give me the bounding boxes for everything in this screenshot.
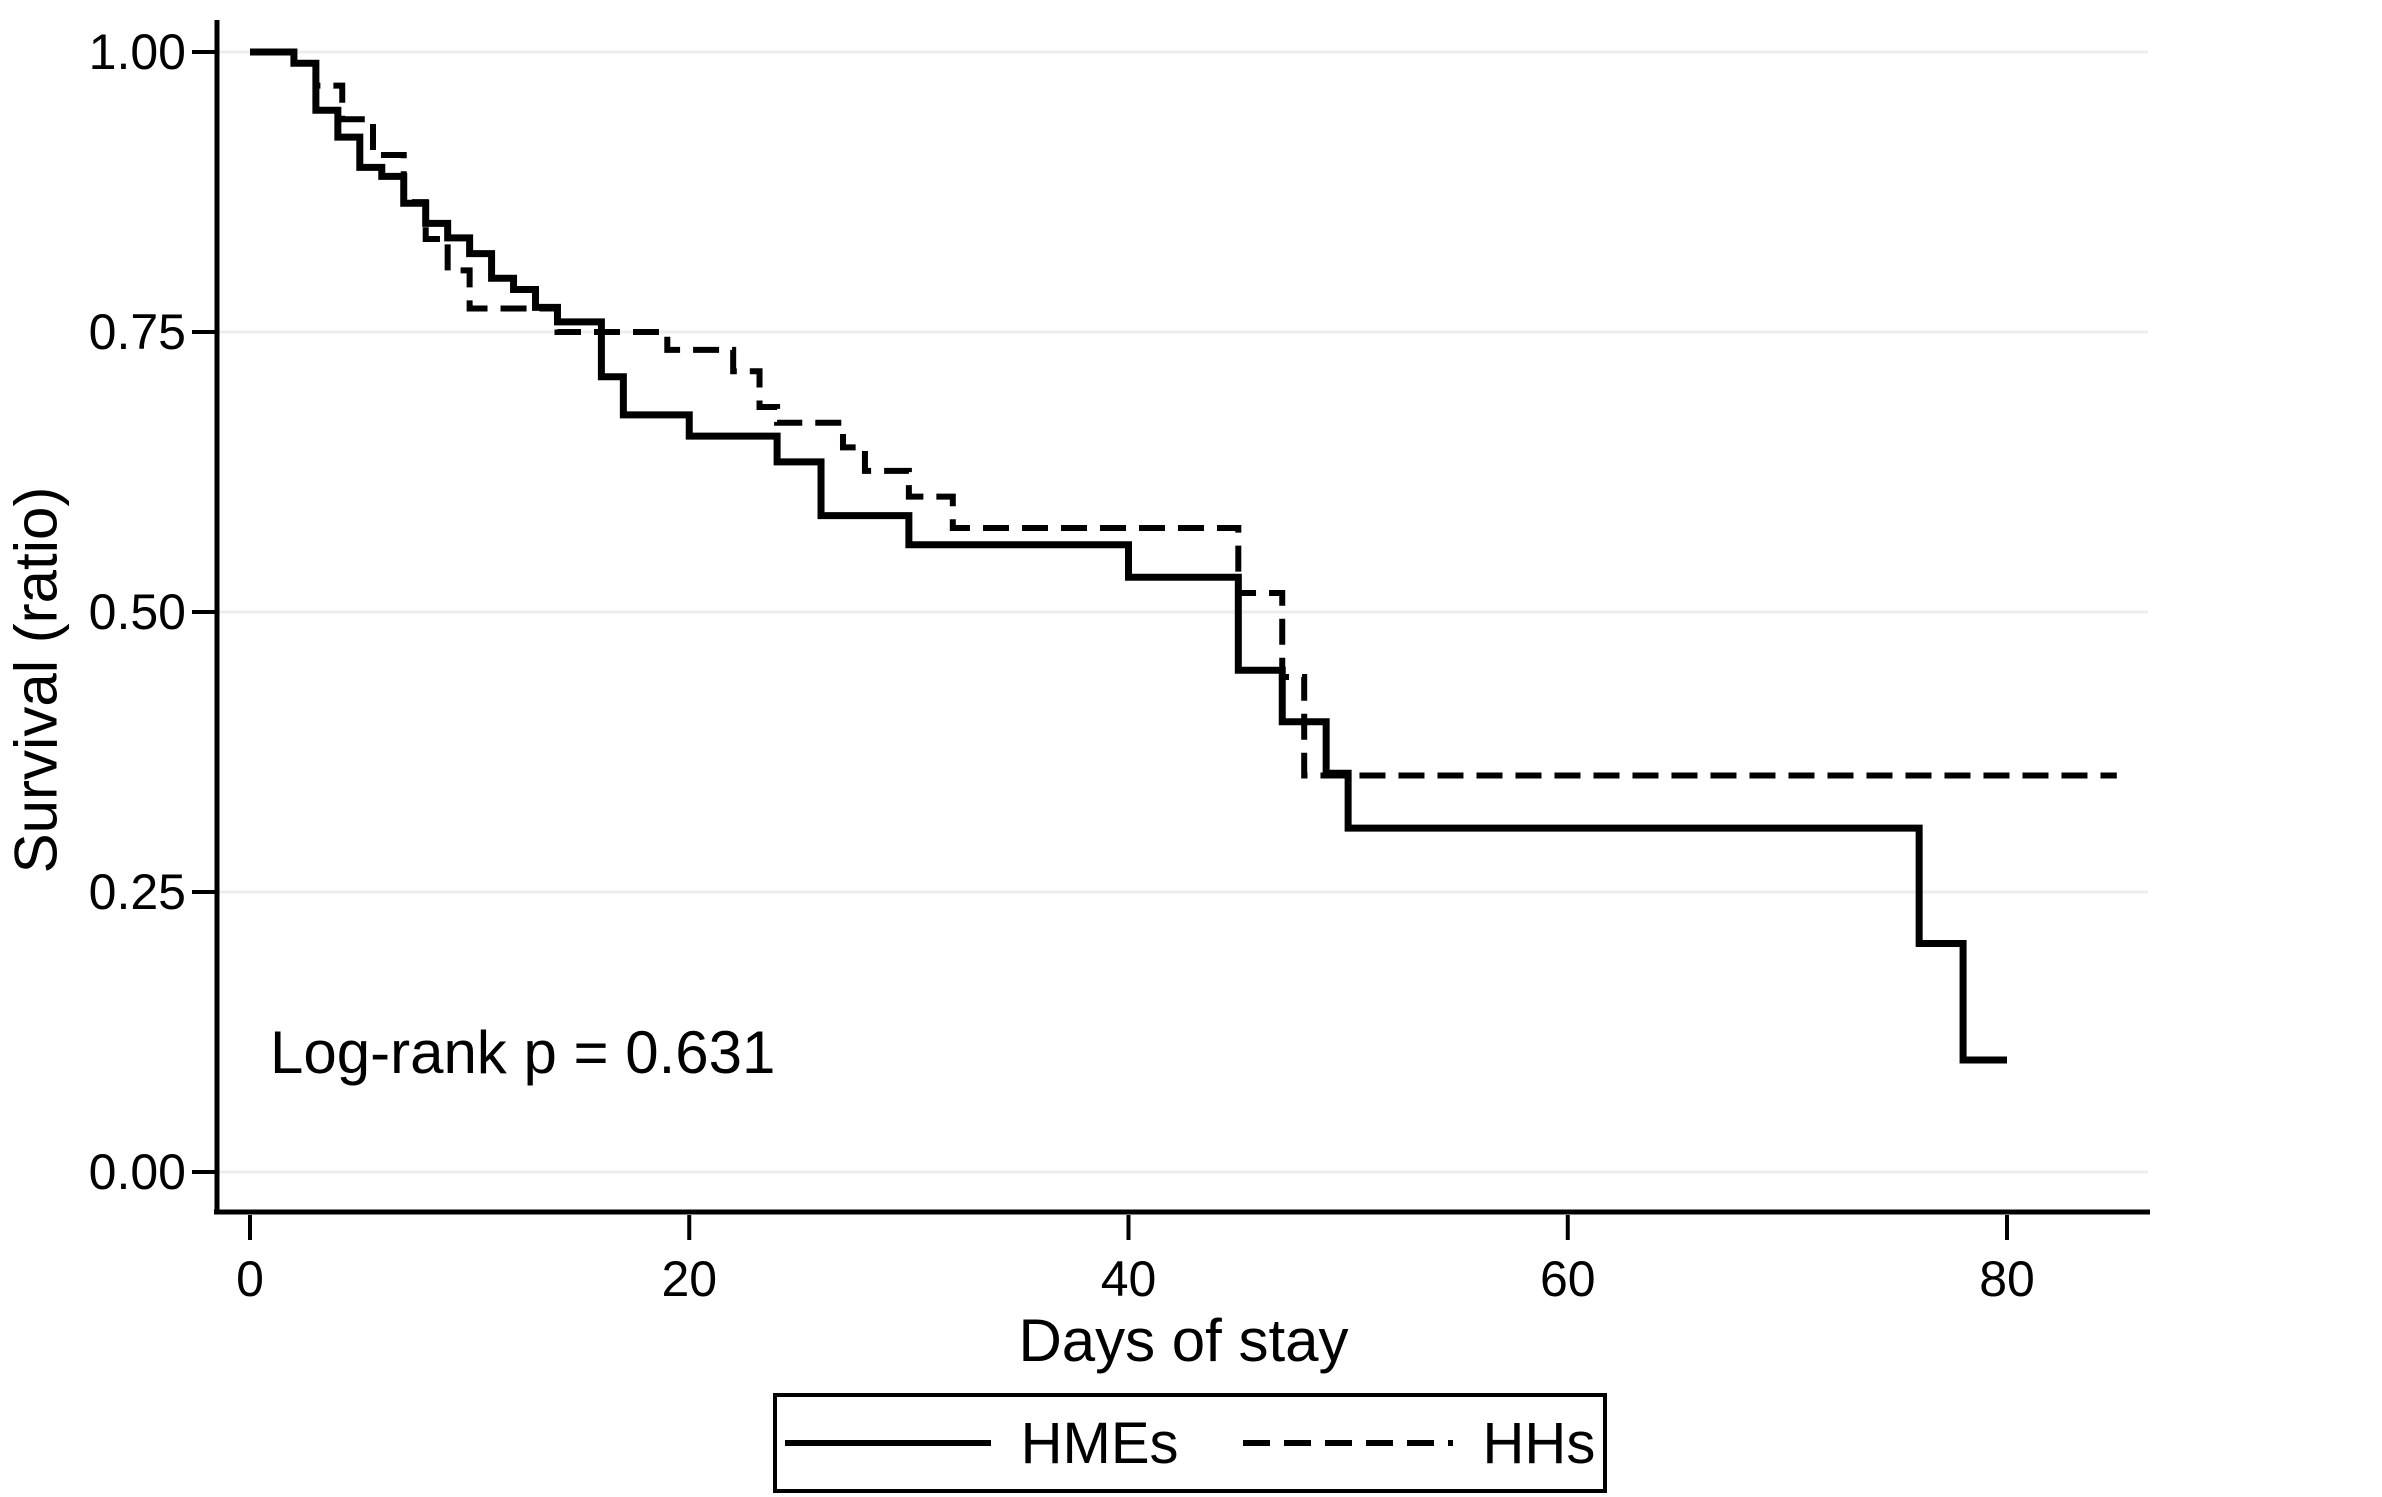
- y-axis-title: Survival (ratio): [2, 486, 70, 874]
- x-tick-label-20: 20: [661, 1251, 717, 1307]
- x-tick-label-40: 40: [1101, 1251, 1157, 1307]
- y-tick-label-0.5: 0.50: [89, 584, 186, 640]
- survival-curve-HHs: [250, 49, 2117, 779]
- legend-label-hhs: HHs: [1482, 1410, 1596, 1476]
- y-tick-label-1: 1.00: [89, 24, 186, 80]
- log-rank-annotation: Log-rank p = 0.631: [270, 1019, 776, 1086]
- legend-dashed-line-sample: [1242, 1440, 1453, 1446]
- y-tick-label-0.25: 0.25: [89, 864, 186, 920]
- legend-label-hmes: HMEs: [1020, 1410, 1179, 1476]
- y-tick-label-0.75: 0.75: [89, 304, 186, 360]
- legend-solid-line-sample: [784, 1440, 991, 1446]
- x-tick-label-80: 80: [1979, 1251, 2035, 1307]
- x-tick-label-60: 60: [1540, 1251, 1596, 1307]
- legend-box: HMEs HHs: [773, 1393, 1607, 1493]
- x-tick-label-0: 0: [236, 1251, 264, 1307]
- x-axis-title: Days of stay: [1018, 1307, 1349, 1374]
- survival-curve-HMEs: [250, 48, 2007, 1064]
- y-tick-label-0: 0.00: [89, 1144, 186, 1200]
